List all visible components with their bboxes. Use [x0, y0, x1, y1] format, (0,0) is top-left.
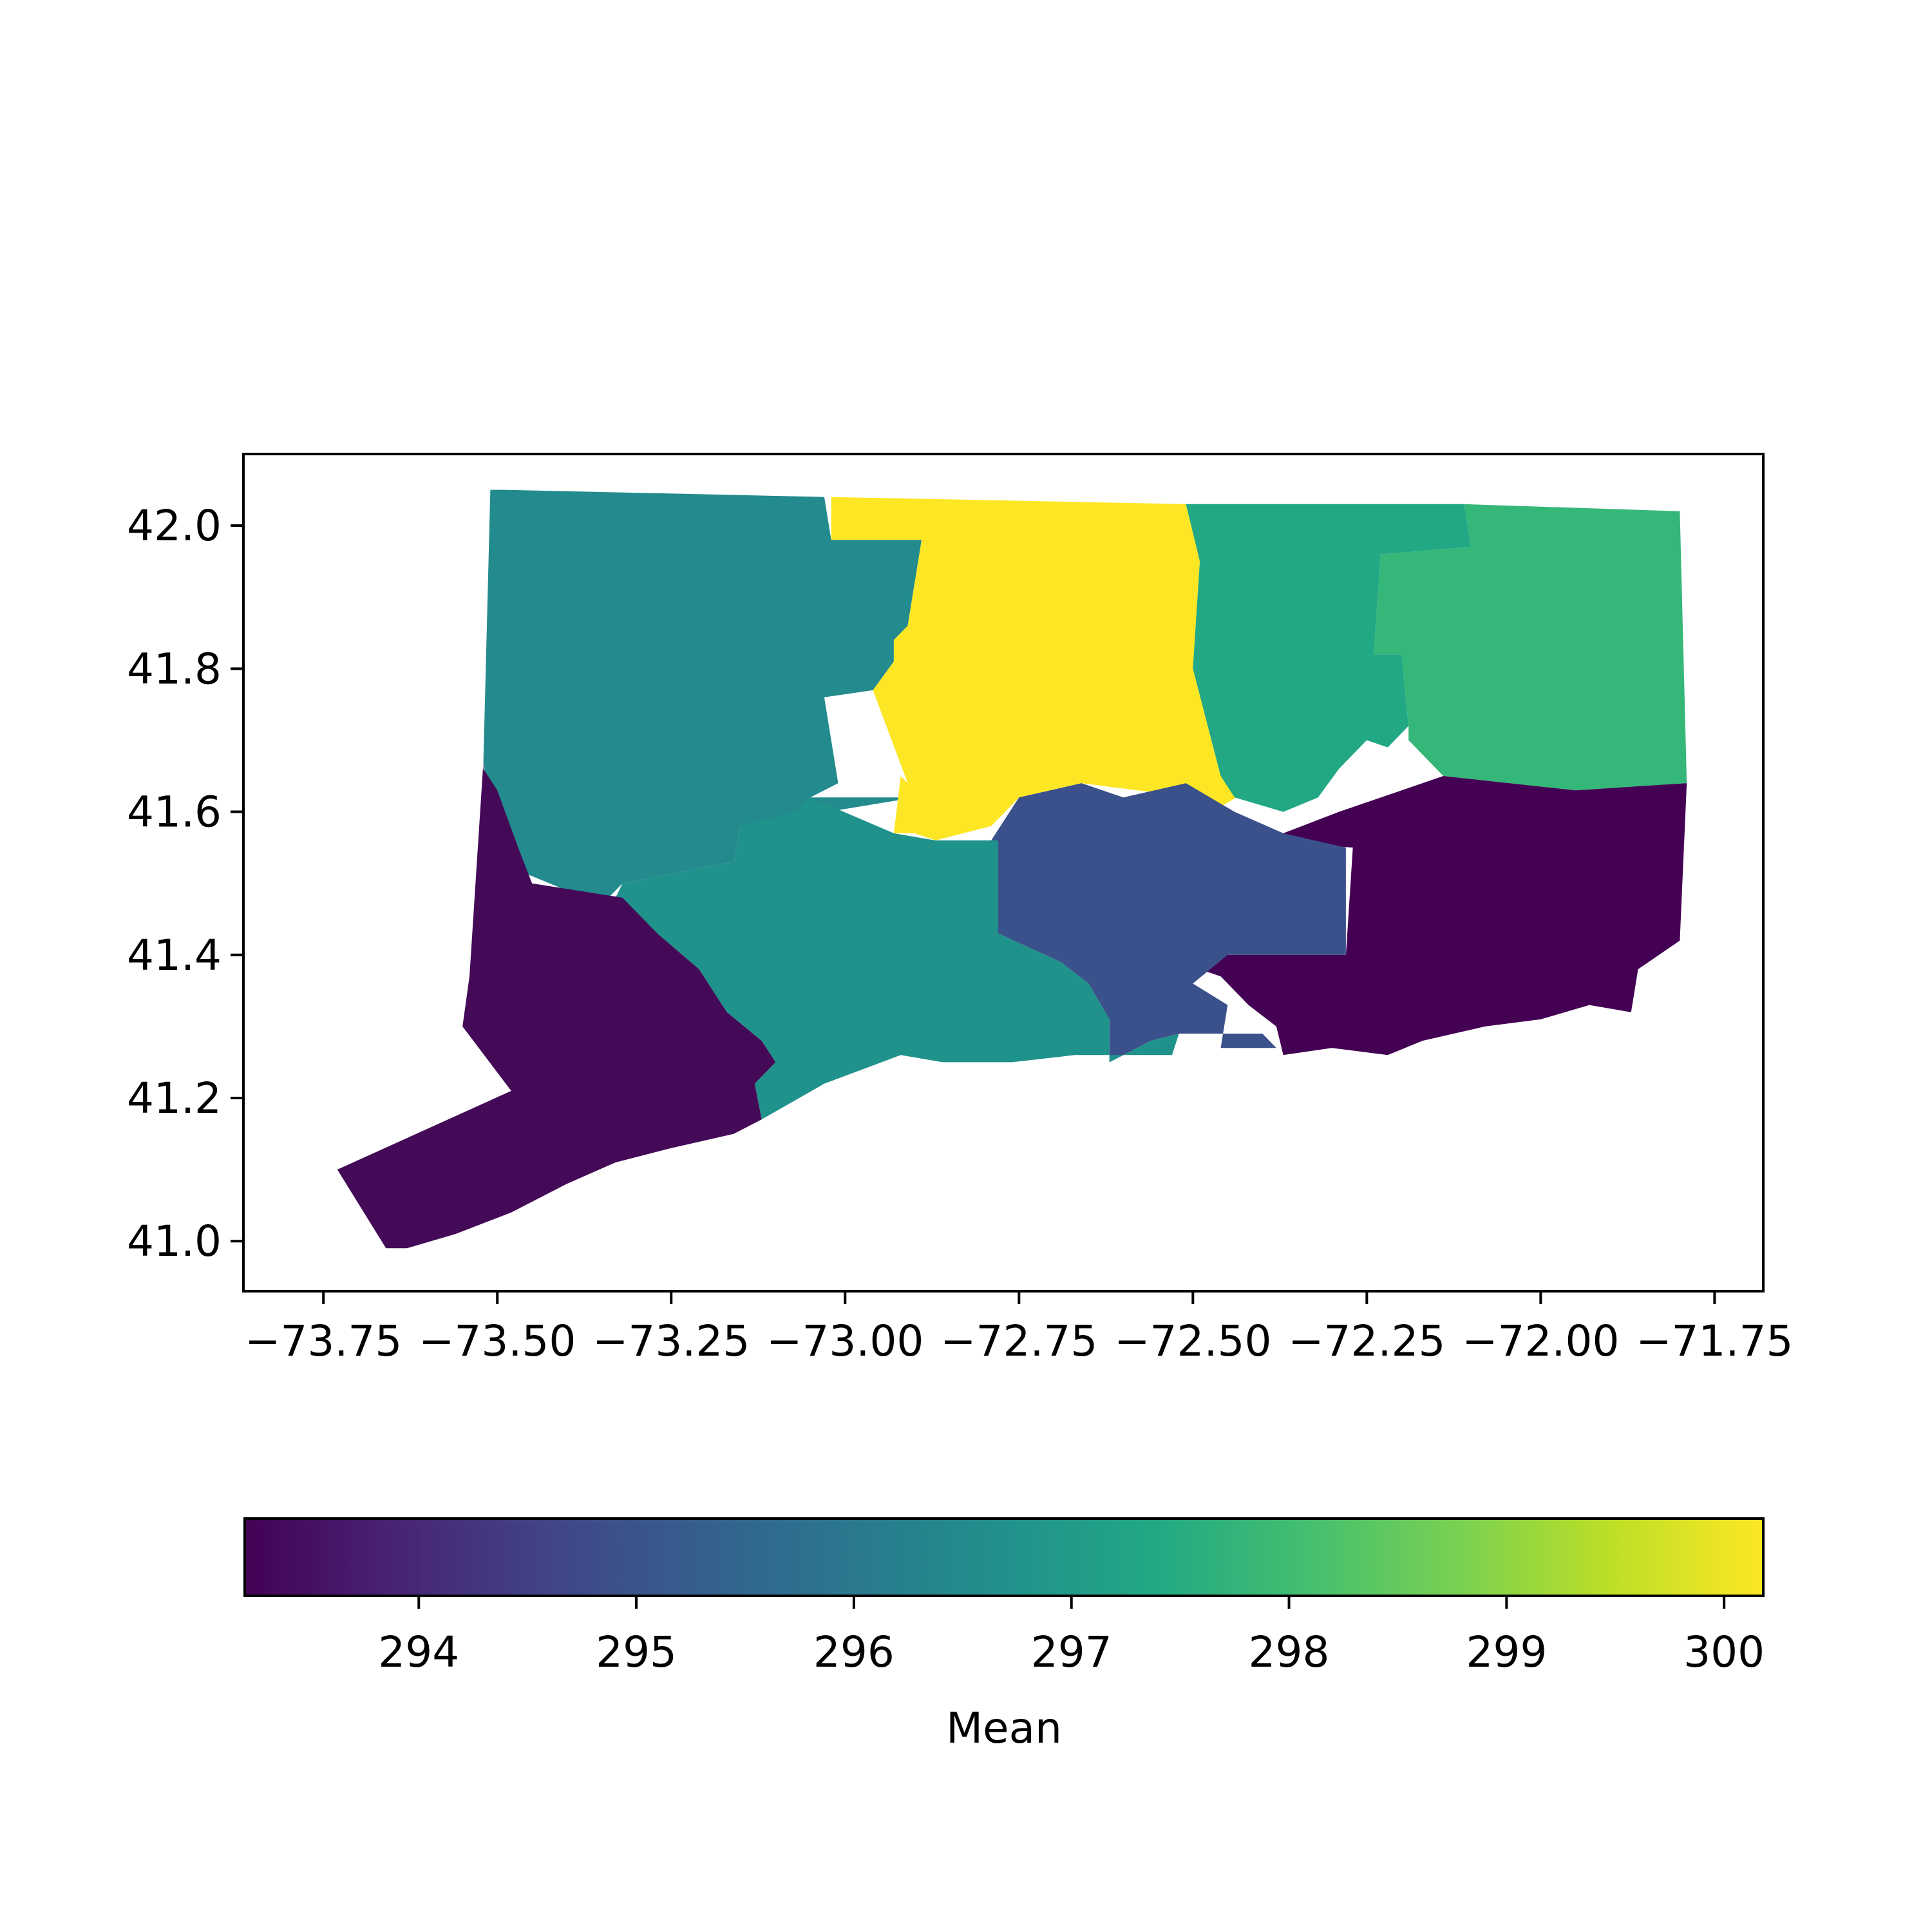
map-region-4	[1374, 504, 1687, 791]
x-tick-label: −73.00	[766, 1316, 923, 1366]
map-region-2	[831, 497, 1249, 840]
y-tick-label: 41.2	[127, 1074, 222, 1123]
x-tick-label: −72.50	[1114, 1316, 1271, 1366]
colorbar-ticks: 294 295 296 297 298 299 300	[378, 1596, 1765, 1677]
colorbar-tick-label: 295	[596, 1627, 677, 1677]
colorbar-tick-label: 299	[1466, 1627, 1547, 1677]
x-tick-label: −73.75	[245, 1316, 402, 1366]
map-region-7	[615, 797, 1179, 1120]
y-axis: 41.0 41.2 41.4 41.6 41.8 42.0	[127, 501, 243, 1266]
colorbar-tick-label: 294	[378, 1627, 459, 1677]
map-regions	[337, 489, 1687, 1249]
map-region-3	[1186, 504, 1472, 812]
colorbar-tick-label: 298	[1249, 1627, 1330, 1677]
y-tick-label: 41.8	[127, 644, 222, 694]
x-tick-label: −73.50	[419, 1316, 576, 1366]
x-tick-label: −73.25	[592, 1316, 750, 1366]
y-tick-label: 41.0	[127, 1217, 222, 1266]
x-tick-label: −72.75	[940, 1316, 1097, 1366]
map-region-6	[991, 783, 1346, 1063]
map-axes-frame	[242, 453, 1765, 1293]
map-region-5	[1179, 776, 1687, 1056]
x-tick-label: −71.75	[1636, 1316, 1793, 1366]
map-region-8	[337, 761, 776, 1249]
colorbar-tick-label: 300	[1683, 1627, 1765, 1677]
x-axis: −73.75 −73.50 −73.25 −73.00 −72.75 −72.50 −72.…	[245, 1291, 1794, 1366]
y-tick-label: 41.4	[127, 931, 222, 980]
colorbar	[243, 1517, 1765, 1597]
colorbar-tick-label: 296	[813, 1627, 895, 1677]
y-tick-label: 42.0	[127, 501, 222, 551]
x-tick-label: −72.25	[1288, 1316, 1445, 1366]
colorbar-label: Mean	[946, 1703, 1062, 1753]
y-tick-label: 41.6	[127, 788, 222, 837]
x-tick-label: −72.00	[1462, 1316, 1619, 1366]
colorbar-tick-label: 297	[1031, 1627, 1112, 1677]
